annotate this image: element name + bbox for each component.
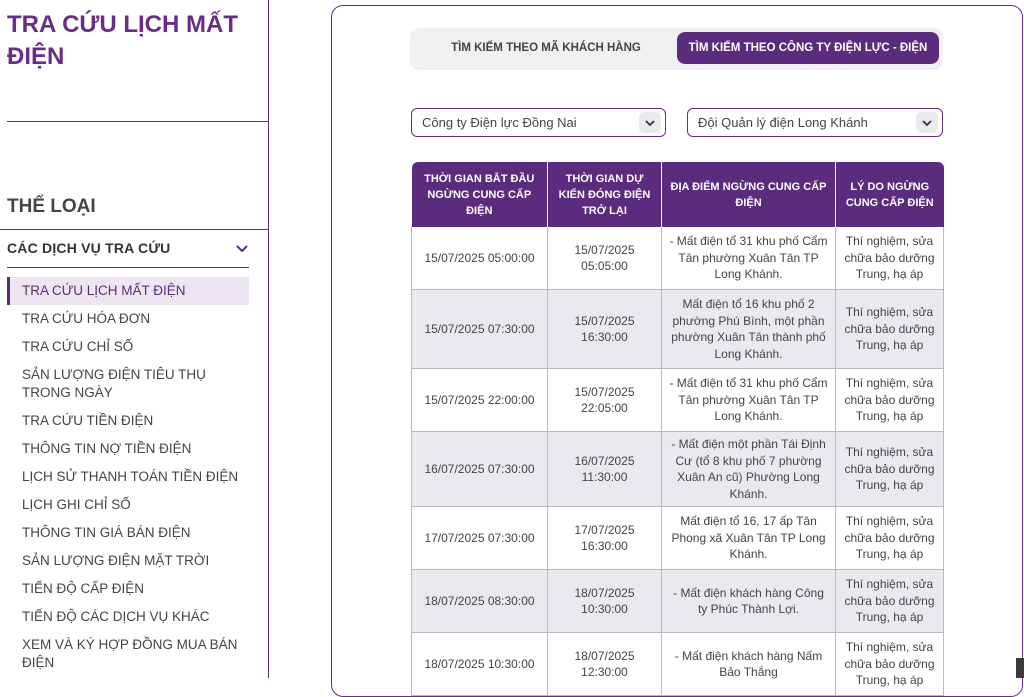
cell-reason: Thí nghiệm, sửa chữa bảo dưỡng Trung, hạ… bbox=[835, 368, 944, 432]
sidebar-item-tra-cuu-lich-mat-dien[interactable]: TRA CỨU LỊCH MẤT ĐIỆN bbox=[7, 277, 249, 305]
company-select-toggle[interactable] bbox=[639, 112, 661, 133]
cell-restore-time: 18/07/2025 12:30:00 bbox=[547, 632, 662, 696]
table-row: 15/07/2025 07:30:00 15/07/2025 16:30:00 … bbox=[411, 289, 944, 369]
cell-start-time: 16/07/2025 07:30:00 bbox=[411, 431, 548, 507]
table-row: 16/07/2025 07:30:00 16/07/2025 11:30:00 … bbox=[411, 431, 944, 507]
sidebar-border bbox=[268, 0, 269, 678]
cell-start-time: 17/07/2025 07:30:00 bbox=[411, 506, 548, 570]
sidebar-item-thong-tin-no[interactable]: THÔNG TIN NỢ TIỀN ĐIỆN bbox=[22, 441, 192, 456]
chevron-down-icon bbox=[236, 245, 248, 253]
cell-reason: Thí nghiệm, sửa chữa bảo dưỡng Trung, hạ… bbox=[835, 227, 944, 290]
cell-restore-time: 15/07/2025 16:30:00 bbox=[547, 289, 662, 369]
cell-location: - Mất điện khách hàng Công ty Phúc Thành… bbox=[661, 569, 836, 633]
sidebar-menu: TRA CỨU LỊCH MẤT ĐIỆN TRA CỨU HÓA ĐƠN TR… bbox=[7, 277, 249, 677]
cell-reason: Thí nghiệm, sửa chữa bảo dưỡng Trung, hạ… bbox=[835, 506, 944, 570]
table-row: 15/07/2025 05:00:00 15/07/2025 05:05:00 … bbox=[411, 227, 944, 290]
cell-restore-time: 15/07/2025 22:05:00 bbox=[547, 368, 662, 432]
cell-location: - Mất điện tổ 31 khu phố Cẩm Tân phường … bbox=[661, 368, 836, 432]
team-select-value: Đội Quản lý điện Long Khánh bbox=[698, 115, 868, 130]
cell-location: - Mất điện một phần Tái Định Cư (tổ 8 kh… bbox=[661, 431, 836, 507]
sidebar-item-tra-cuu-hoa-don[interactable]: TRA CỨU HÓA ĐƠN bbox=[22, 311, 151, 326]
sidebar-item-gia-ban-dien[interactable]: THÔNG TIN GIÁ BÁN ĐIỆN bbox=[22, 525, 191, 540]
sidebar-item-lich-su-thanh-toan[interactable]: LỊCH SỬ THANH TOÁN TIỀN ĐIỆN bbox=[22, 469, 239, 484]
sidebar-item-tien-do-dich-vu-khac[interactable]: TIẾN ĐỘ CÁC DỊCH VỤ KHÁC bbox=[22, 609, 210, 624]
table-row: 15/07/2025 22:00:00 15/07/2025 22:05:00 … bbox=[411, 368, 944, 432]
cell-reason: Thí nghiệm, sửa chữa bảo dưỡng Trung, hạ… bbox=[835, 632, 944, 696]
header-reason: LÝ DO NGỪNG CUNG CẤP ĐIỆN bbox=[835, 162, 944, 227]
sidebar-item-tien-do-cap-dien[interactable]: TIẾN ĐỘ CẤP ĐIỆN bbox=[22, 581, 145, 596]
section-title: THỂ LOẠI bbox=[7, 196, 96, 217]
cell-reason: Thí nghiệm, sửa chữa bảo dưỡng Trung, hạ… bbox=[835, 289, 944, 369]
header-start-time: THỜI GIAN BẮT ĐẦU NGỪNG CUNG CẤP ĐIỆN bbox=[411, 162, 548, 227]
sidebar-item-lich-ghi-chi-so[interactable]: LỊCH GHI CHỈ SỐ bbox=[22, 497, 131, 512]
cell-reason: Thí nghiệm, sửa chữa bảo dưỡng Trung, hạ… bbox=[835, 569, 944, 633]
outage-schedule-table: THỜI GIAN BẮT ĐẦU NGỪNG CUNG CẤP ĐIỆN TH… bbox=[411, 162, 944, 696]
cell-start-time: 18/07/2025 10:30:00 bbox=[411, 632, 548, 696]
search-mode-tabs: TÌM KIẾM THEO MÃ KHÁCH HÀNG TÌM KIẾM THE… bbox=[411, 28, 942, 86]
chevron-down-icon bbox=[922, 120, 932, 127]
table-row: 17/07/2025 07:30:00 17/07/2025 16:30:00 … bbox=[411, 506, 944, 570]
cell-location: Mất điện tổ 16, 17 ấp Tân Phong xã Xuân … bbox=[661, 506, 836, 570]
cell-restore-time: 16/07/2025 11:30:00 bbox=[547, 431, 662, 507]
sidebar-item-san-luong-tieu-thu[interactable]: SẢN LƯỢNG ĐIỆN TIÊU THỤ TRONG NGÀY bbox=[22, 367, 206, 400]
team-select[interactable]: Đội Quản lý điện Long Khánh bbox=[687, 108, 943, 137]
company-select-value: Công ty Điện lực Đồng Nai bbox=[422, 115, 577, 130]
services-group-label: CÁC DỊCH VỤ TRA CỨU bbox=[7, 240, 171, 256]
page-title: TRA CỨU LỊCH MẤT ĐIỆN bbox=[7, 11, 238, 70]
scrollbar-thumb[interactable] bbox=[1016, 658, 1024, 678]
cell-restore-time: 15/07/2025 05:05:00 bbox=[547, 227, 662, 290]
sidebar-item-hop-dong-mua-ban[interactable]: XEM VÀ KÝ HỢP ĐỒNG MUA BÁN ĐIỆN bbox=[22, 637, 238, 670]
section-divider bbox=[0, 229, 269, 230]
cell-location: - Mất điện khách hàng Nấm Bảo Thắng bbox=[661, 632, 836, 696]
header-location: ĐỊA ĐIỂM NGỪNG CUNG CẤP ĐIỆN bbox=[661, 162, 836, 227]
cell-start-time: 15/07/2025 22:00:00 bbox=[411, 368, 548, 432]
cell-start-time: 18/07/2025 08:30:00 bbox=[411, 569, 548, 633]
table-header-row: THỜI GIAN BẮT ĐẦU NGỪNG CUNG CẤP ĐIỆN TH… bbox=[411, 162, 944, 227]
cell-reason: Thí nghiệm, sửa chữa bảo dưỡng Trung, hạ… bbox=[835, 431, 944, 507]
cell-location: - Mất điện tổ 31 khu phố Cẩm Tân phường … bbox=[661, 227, 836, 290]
sidebar-item-tra-cuu-chi-so[interactable]: TRA CỨU CHỈ SỐ bbox=[22, 339, 134, 354]
tab-search-by-power-company[interactable]: TÌM KIẾM THEO CÔNG TY ĐIỆN LỰC - ĐIỆN LỰ… bbox=[677, 32, 939, 86]
sidebar: TRA CỨU LỊCH MẤT ĐIỆN THỂ LOẠI CÁC DỊCH … bbox=[0, 0, 270, 678]
services-group-toggle[interactable]: CÁC DỊCH VỤ TRA CỨU bbox=[7, 240, 249, 260]
team-select-toggle[interactable] bbox=[916, 112, 938, 133]
sidebar-item-tra-cuu-tien-dien[interactable]: TRA CỨU TIỀN ĐIỆN bbox=[22, 413, 154, 428]
header-restore-time: THỜI GIAN DỰ KIẾN ĐÓNG ĐIỆN TRỞ LẠI bbox=[547, 162, 662, 227]
table-row: 18/07/2025 10:30:00 18/07/2025 12:30:00 … bbox=[411, 632, 944, 696]
group-divider bbox=[7, 267, 249, 268]
cell-start-time: 15/07/2025 07:30:00 bbox=[411, 289, 548, 369]
cell-start-time: 15/07/2025 05:00:00 bbox=[411, 227, 548, 290]
tab-search-by-customer-code[interactable]: TÌM KIẾM THEO MÃ KHÁCH HÀNG bbox=[451, 42, 641, 54]
chevron-down-icon bbox=[645, 120, 655, 127]
sidebar-item-dien-mat-troi[interactable]: SẢN LƯỢNG ĐIỆN MẶT TRỜI bbox=[22, 553, 210, 568]
cell-location: Mất điện tổ 16 khu phố 2 phường Phú Bình… bbox=[661, 289, 836, 369]
title-divider bbox=[7, 121, 269, 122]
cell-restore-time: 17/07/2025 16:30:00 bbox=[547, 506, 662, 570]
table-row: 18/07/2025 08:30:00 18/07/2025 10:30:00 … bbox=[411, 569, 944, 633]
company-select[interactable]: Công ty Điện lực Đồng Nai bbox=[411, 108, 666, 137]
cell-restore-time: 18/07/2025 10:30:00 bbox=[547, 569, 662, 633]
